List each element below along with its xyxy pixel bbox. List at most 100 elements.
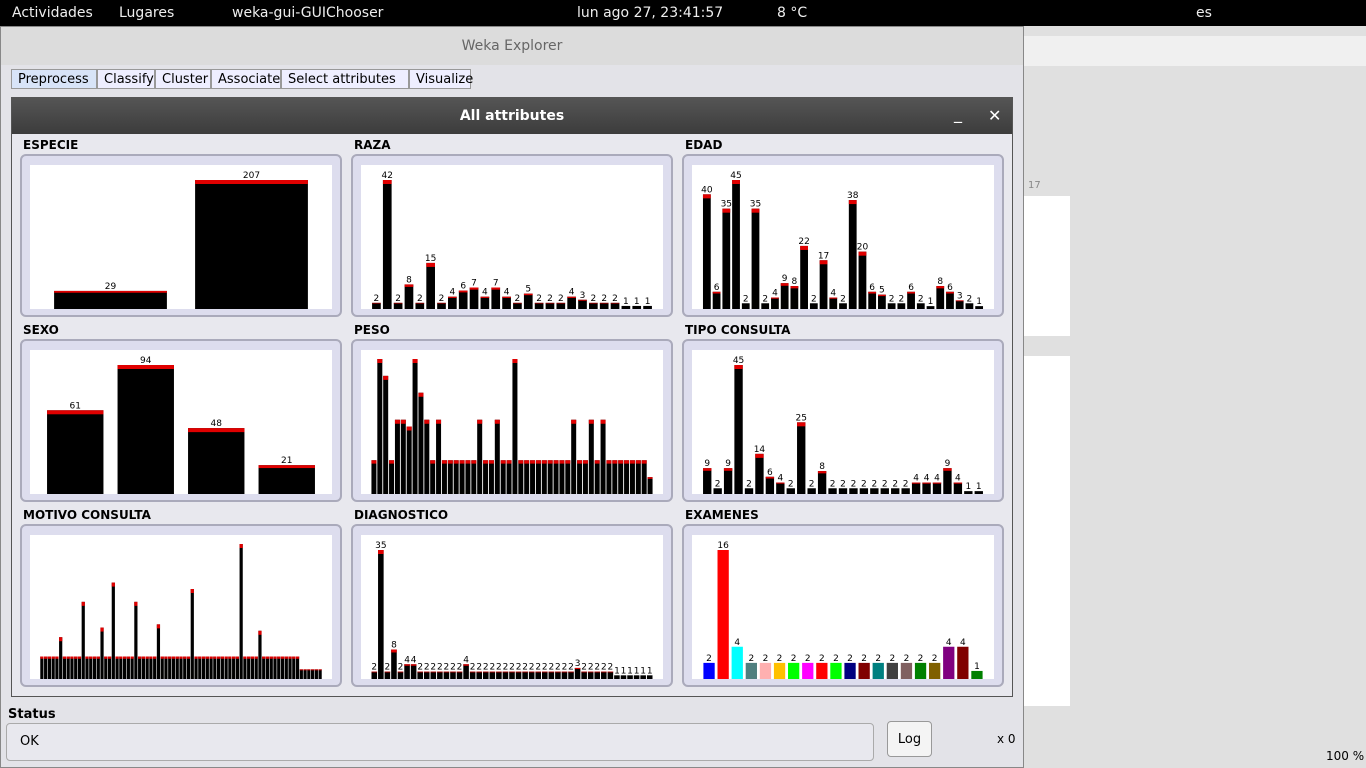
bar <box>239 544 243 679</box>
bar-label: 35 <box>375 541 386 551</box>
bar <box>817 471 827 494</box>
bar-cap <box>123 656 127 659</box>
bar-label: 2 <box>861 654 867 664</box>
page <box>1024 196 1070 336</box>
bar-label: 1 <box>928 297 934 307</box>
panel: 40 6 35 45 2 35 2 4 9 8 22 2 17 4 2 38 20 6 5 2 2 6 2 1 8 6 3 2 1 <box>682 154 1004 317</box>
bar-cap <box>74 656 78 659</box>
panel-name: PESO <box>354 323 390 337</box>
bar <box>872 662 884 679</box>
bar <box>415 302 425 309</box>
bar-cap <box>269 656 273 659</box>
tab[interactable]: Associate <box>211 69 281 89</box>
app-menu[interactable]: weka-gui-GUIChooser <box>232 5 384 21</box>
bar <box>314 669 318 679</box>
bar-label: 2 <box>535 663 541 673</box>
bar <box>171 656 176 679</box>
bar <box>269 656 273 679</box>
bar-cap <box>412 359 418 363</box>
bar <box>469 287 479 309</box>
bar <box>600 419 606 494</box>
bar-cap <box>394 419 400 424</box>
bar-label: 45 <box>730 171 741 181</box>
bar <box>761 303 770 309</box>
bar <box>417 671 423 679</box>
bar <box>553 460 559 494</box>
bar-cap <box>780 283 789 286</box>
bar <box>201 656 206 679</box>
bar <box>404 664 410 679</box>
bar <box>54 290 167 309</box>
bar <box>568 671 574 679</box>
bar-cap <box>437 302 446 304</box>
bar-label: 2 <box>763 654 769 664</box>
bar-label: 2 <box>871 479 877 489</box>
bar-cap <box>946 291 954 294</box>
bar-label: 1 <box>614 666 620 676</box>
bar <box>612 460 618 494</box>
bar-cap <box>723 468 733 471</box>
bar-cap <box>265 656 270 659</box>
bar-label: 8 <box>391 641 397 651</box>
bar <box>515 671 522 679</box>
bar <box>734 365 743 494</box>
bar-cap <box>292 656 296 659</box>
places-menu[interactable]: Lugares <box>119 5 175 21</box>
bar-label: 9 <box>945 459 951 469</box>
bar-label: 2 <box>581 663 587 673</box>
bar-label: 8 <box>937 277 943 287</box>
bar <box>160 656 164 679</box>
bar-cap <box>111 582 115 587</box>
bar-label: 2 <box>450 663 456 673</box>
bar <box>89 656 93 679</box>
tab[interactable]: Cluster <box>155 69 211 89</box>
bar-label: 38 <box>847 191 859 201</box>
bar <box>81 601 85 679</box>
bar <box>971 670 983 679</box>
bar-cap <box>232 656 236 659</box>
bar-cap <box>371 671 378 673</box>
panel-name: EDAD <box>685 138 723 152</box>
log-button[interactable]: Log <box>887 721 932 757</box>
tab[interactable]: Visualize <box>409 69 473 89</box>
tab[interactable]: Select attributes <box>281 69 409 89</box>
minimize[interactable]: _ <box>954 104 962 123</box>
bar-label: 2 <box>470 663 476 673</box>
bar-cap <box>89 656 93 659</box>
bar <box>164 656 168 679</box>
bar <box>702 194 711 309</box>
bar-label: 25 <box>795 413 806 423</box>
bar-cap <box>404 664 410 666</box>
bar-label: 2 <box>489 663 495 673</box>
bar <box>258 465 315 494</box>
bar-label: 3 <box>575 659 581 669</box>
bar <box>62 656 67 679</box>
bar <box>844 662 856 679</box>
bar <box>104 656 108 679</box>
clock[interactable]: lun ago 27, 23:41:57 <box>577 5 724 21</box>
bar <box>382 180 392 309</box>
task-count: x 0 <box>997 732 1016 746</box>
bar-cap <box>612 460 618 464</box>
language[interactable]: es <box>1196 5 1212 21</box>
bar-cap <box>404 284 414 287</box>
activities[interactable]: Actividades <box>12 5 93 21</box>
bar-cap <box>722 208 731 213</box>
bar-cap <box>936 286 945 289</box>
bar <box>891 488 900 494</box>
close[interactable]: ✕ <box>988 106 1002 125</box>
bar-cap <box>85 656 89 659</box>
tab[interactable]: Classify <box>97 69 155 89</box>
bar-cap <box>618 460 624 464</box>
bar-label: 2 <box>811 294 817 304</box>
bar-cap <box>415 302 425 304</box>
bar <box>509 671 515 679</box>
bar-label: 2 <box>608 663 614 673</box>
bar-label: 2 <box>515 294 521 304</box>
bar <box>393 302 403 309</box>
bar-label: 2 <box>542 663 548 673</box>
histogram <box>30 535 332 679</box>
bar <box>273 656 277 679</box>
tab[interactable]: Preprocess <box>11 69 97 89</box>
